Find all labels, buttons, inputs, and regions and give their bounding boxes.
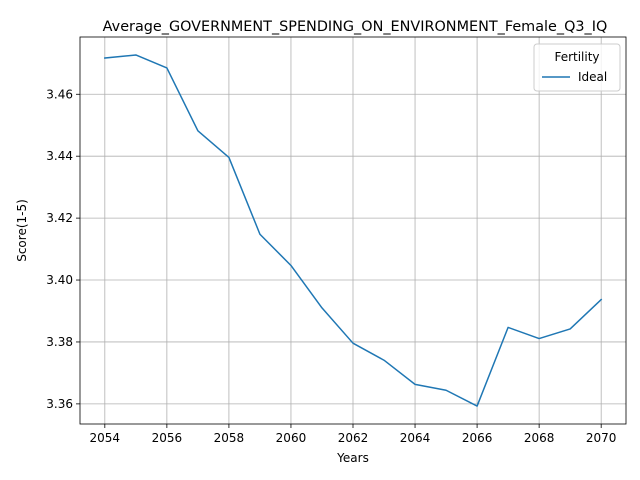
- x-tick-label: 2060: [276, 431, 307, 445]
- x-tick-label: 2064: [400, 431, 431, 445]
- y-tick-label: 3.40: [46, 273, 73, 287]
- y-tick-label: 3.36: [46, 397, 73, 411]
- series-line-ideal: [103, 54, 603, 407]
- x-tick-label: 2054: [90, 431, 121, 445]
- legend-box: [533, 43, 621, 92]
- legend-title: Fertility: [554, 50, 599, 64]
- y-axis-label: Score(1-5): [15, 199, 29, 262]
- x-axis-label: Years: [336, 451, 369, 465]
- y-tick-label: 3.38: [46, 335, 73, 349]
- x-tick-label: 2070: [586, 431, 617, 445]
- y-tick-label: 3.46: [46, 87, 73, 101]
- legend-entry-label: Ideal: [578, 70, 607, 84]
- x-tick-label: 2068: [524, 431, 555, 445]
- y-tick-label: 3.44: [46, 149, 73, 163]
- axis-ticks: 2054 2056 2058 2060 2062 2064 2066 2068 2070 3.36…: [46, 87, 616, 445]
- y-tick-label: 3.42: [46, 211, 73, 225]
- x-tick-label: 2056: [152, 431, 183, 445]
- x-tick-label: 2062: [338, 431, 369, 445]
- chart-title: Average_GOVERNMENT_SPENDING_ON_ENVIRONME…: [103, 19, 608, 35]
- legend-entries: Ideal: [542, 70, 607, 84]
- x-tick-label: 2058: [214, 431, 245, 445]
- x-tick-label: 2066: [462, 431, 493, 445]
- legend: Fertility Ideal: [533, 43, 621, 92]
- series-lines: [103, 54, 603, 407]
- gridlines: [80, 37, 626, 424]
